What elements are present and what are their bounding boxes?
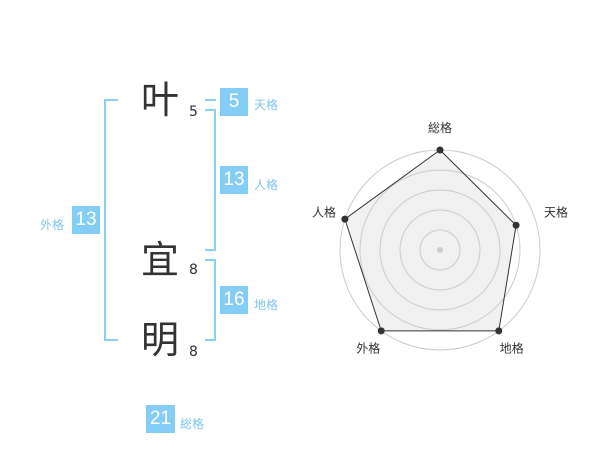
- jinkaku-bracket: [205, 109, 216, 251]
- radar-ring: [399, 209, 481, 291]
- radar-ring: [419, 229, 461, 271]
- radar-center: [437, 247, 443, 253]
- radar-axis-label: 天格: [544, 204, 568, 219]
- radar-point: [512, 221, 520, 229]
- chikaku-label: 地格: [254, 298, 279, 312]
- radar-point: [341, 215, 349, 223]
- tenkaku-value: 5: [220, 88, 248, 116]
- jinkaku-value: 13: [220, 166, 248, 194]
- radar-axis-label: 地格: [500, 341, 524, 356]
- tenkaku-bracket: [205, 99, 216, 101]
- stroke-count-1: 5: [189, 104, 198, 120]
- radar-ring: [359, 169, 521, 331]
- radar-axis-label: 人格: [312, 204, 336, 219]
- radar-ring: [379, 189, 501, 311]
- radar-point: [436, 146, 444, 154]
- radar-point: [377, 327, 385, 335]
- tenkaku-label: 天格: [254, 98, 279, 112]
- gaikaku-label: 外格: [40, 218, 65, 232]
- stroke-count-2: 8: [189, 262, 198, 278]
- radar-point: [495, 327, 503, 335]
- name-char-1: 叶: [140, 78, 179, 122]
- radar-area: [344, 150, 517, 331]
- radar-axis-label: 外格: [356, 341, 380, 356]
- chikaku-value: 16: [220, 286, 248, 314]
- sokaku-value: 21: [146, 405, 175, 433]
- gaikaku-value: 13: [72, 206, 100, 234]
- name-char-2: 宜: [140, 238, 179, 282]
- radar-outline: [344, 149, 517, 332]
- radar-axis-label: 総格: [428, 120, 452, 135]
- name-char-3: 明: [140, 318, 179, 362]
- jinkaku-label: 人格: [254, 178, 279, 192]
- chikaku-bracket: [205, 259, 216, 341]
- gaikaku-bracket: [104, 99, 118, 341]
- sokaku-label: 総格: [180, 417, 205, 431]
- stroke-count-3: 8: [189, 344, 198, 360]
